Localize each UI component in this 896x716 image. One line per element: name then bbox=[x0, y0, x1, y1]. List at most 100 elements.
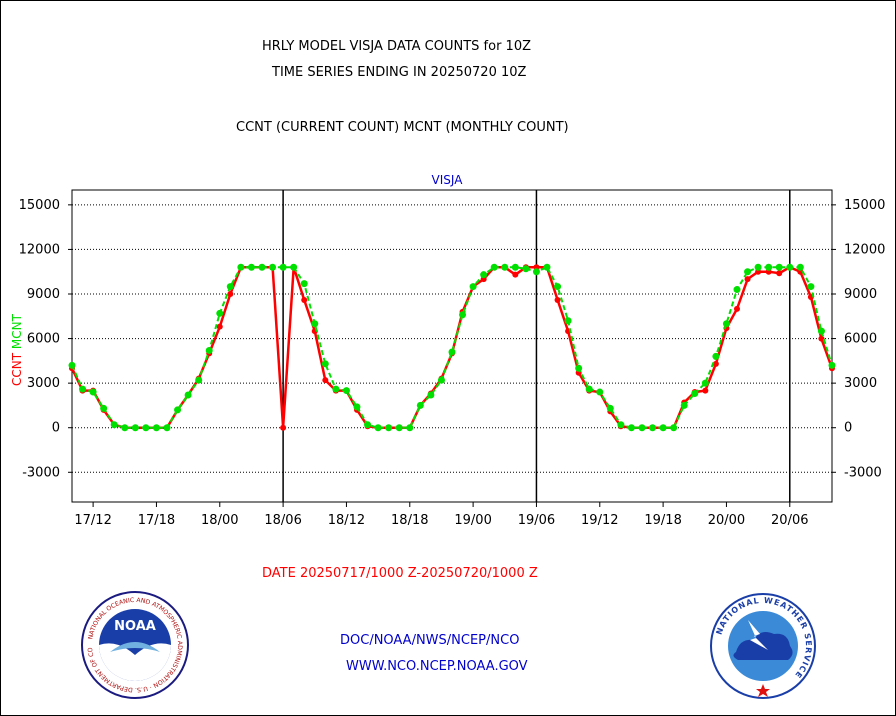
y-tick-label-left: 9000 bbox=[27, 287, 60, 302]
chart-title-line2: TIME SERIES ENDING IN 20250720 10Z bbox=[272, 65, 527, 80]
data-point-ccnt bbox=[322, 377, 329, 384]
noaa-logo-icon: NATIONAL OCEANIC AND ATMOSPHERIC ADMINIS… bbox=[80, 590, 189, 699]
x-tick-label: 19/00 bbox=[454, 513, 491, 528]
x-tick-label: 20/00 bbox=[708, 513, 745, 528]
data-point-mcnt bbox=[353, 403, 361, 411]
y-tick-label-left: 0 bbox=[52, 421, 60, 436]
data-point-mcnt bbox=[269, 263, 277, 271]
data-point-mcnt bbox=[469, 283, 477, 291]
data-point-mcnt bbox=[649, 424, 657, 432]
data-point-mcnt bbox=[258, 263, 266, 271]
date-range-label: DATE 20250717/1000 Z-20250720/1000 Z bbox=[262, 566, 538, 581]
data-point-mcnt bbox=[606, 404, 614, 412]
data-point-mcnt bbox=[807, 283, 815, 291]
data-point-mcnt bbox=[311, 320, 319, 328]
data-point-ccnt bbox=[301, 296, 308, 303]
data-point-mcnt bbox=[100, 404, 108, 412]
data-point-mcnt bbox=[342, 387, 350, 395]
data-point-ccnt bbox=[512, 271, 519, 278]
data-point-mcnt bbox=[701, 379, 709, 387]
data-point-mcnt bbox=[110, 421, 118, 429]
x-tick-label: 18/00 bbox=[201, 513, 238, 528]
data-point-mcnt bbox=[722, 320, 730, 328]
data-point-ccnt bbox=[280, 424, 287, 431]
data-point-ccnt bbox=[734, 305, 740, 312]
data-point-ccnt bbox=[818, 335, 825, 342]
data-point-mcnt bbox=[691, 390, 699, 398]
data-point-ccnt bbox=[712, 360, 719, 367]
data-point-mcnt bbox=[490, 263, 498, 271]
data-point-mcnt bbox=[79, 385, 87, 393]
data-point-mcnt bbox=[828, 361, 836, 369]
data-point-mcnt bbox=[68, 361, 76, 369]
data-point-mcnt bbox=[575, 364, 583, 372]
x-tick-label: 19/12 bbox=[581, 513, 618, 528]
x-tick-label: 19/06 bbox=[518, 513, 555, 528]
y-tick-label-right: -3000 bbox=[844, 465, 882, 480]
y-label-ccnt: CCNT bbox=[10, 349, 24, 386]
x-tick-label: 17/18 bbox=[138, 513, 175, 528]
y-tick-label-left: 15000 bbox=[19, 198, 60, 213]
data-point-mcnt bbox=[427, 391, 435, 399]
data-point-mcnt bbox=[121, 424, 129, 432]
website-link[interactable]: WWW.NCO.NCEP.NOAA.GOV bbox=[346, 659, 528, 674]
data-point-mcnt bbox=[174, 406, 182, 414]
data-point-mcnt bbox=[395, 424, 403, 432]
data-point-ccnt bbox=[554, 296, 561, 303]
y-tick-label-left: 6000 bbox=[27, 332, 60, 347]
data-point-mcnt bbox=[226, 283, 234, 291]
data-point-mcnt bbox=[786, 263, 794, 271]
data-point-mcnt bbox=[152, 424, 160, 432]
data-point-mcnt bbox=[216, 309, 224, 317]
data-point-ccnt bbox=[702, 387, 709, 394]
data-point-mcnt bbox=[205, 346, 213, 354]
data-point-mcnt bbox=[817, 327, 825, 335]
x-tick-label: 19/18 bbox=[644, 513, 681, 528]
y-label-mcnt: MCNT bbox=[10, 313, 24, 349]
chart-title-line1: HRLY MODEL VISJA DATA COUNTS for 10Z bbox=[262, 39, 532, 54]
data-point-mcnt bbox=[596, 388, 604, 396]
data-point-ccnt bbox=[227, 291, 234, 297]
data-point-mcnt bbox=[775, 263, 783, 271]
y-tick-label-left: -3000 bbox=[22, 465, 60, 480]
data-point-mcnt bbox=[184, 391, 192, 399]
data-point-ccnt bbox=[776, 270, 783, 277]
x-tick-label: 18/06 bbox=[264, 513, 301, 528]
x-tick-label: 18/12 bbox=[328, 513, 365, 528]
y-tick-label-right: 9000 bbox=[844, 287, 877, 302]
x-tick-label: 18/18 bbox=[391, 513, 428, 528]
y-tick-label-left: 12000 bbox=[19, 242, 60, 257]
chart-subtitle: CCNT (CURRENT COUNT) MCNT (MONTHLY COUNT… bbox=[236, 120, 569, 135]
plot-title: VISJA bbox=[432, 173, 464, 187]
data-point-mcnt bbox=[733, 286, 741, 294]
data-point-ccnt bbox=[216, 323, 223, 330]
data-point-mcnt bbox=[638, 424, 646, 432]
data-point-mcnt bbox=[195, 376, 203, 384]
data-point-mcnt bbox=[237, 263, 245, 271]
y-tick-label-right: 15000 bbox=[844, 198, 885, 213]
data-point-mcnt bbox=[511, 263, 519, 271]
org-path-link[interactable]: DOC/NOAA/NWS/NCEP/NCO bbox=[340, 633, 520, 648]
data-point-mcnt bbox=[796, 263, 804, 271]
data-point-mcnt bbox=[290, 263, 298, 271]
data-point-mcnt bbox=[480, 271, 488, 279]
data-point-mcnt bbox=[617, 421, 625, 429]
data-point-mcnt bbox=[585, 385, 593, 393]
data-point-mcnt bbox=[459, 311, 467, 319]
y-tick-label-right: 0 bbox=[844, 421, 852, 436]
data-point-mcnt bbox=[385, 424, 393, 432]
y-tick-label-right: 3000 bbox=[844, 376, 877, 391]
series-line-mcnt bbox=[71, 266, 833, 429]
data-point-mcnt bbox=[364, 421, 372, 429]
data-point-mcnt bbox=[142, 424, 150, 432]
data-point-mcnt bbox=[543, 263, 551, 271]
x-tick-label: 17/12 bbox=[74, 513, 111, 528]
y-tick-label-right: 6000 bbox=[844, 332, 877, 347]
data-point-mcnt bbox=[744, 268, 752, 276]
data-point-mcnt bbox=[406, 424, 414, 432]
data-point-mcnt bbox=[247, 263, 255, 271]
noaa-center-text: NOAA bbox=[114, 619, 156, 634]
nws-logo-icon: NATIONAL WEATHER SERVICE bbox=[710, 593, 816, 699]
data-point-mcnt bbox=[659, 424, 667, 432]
